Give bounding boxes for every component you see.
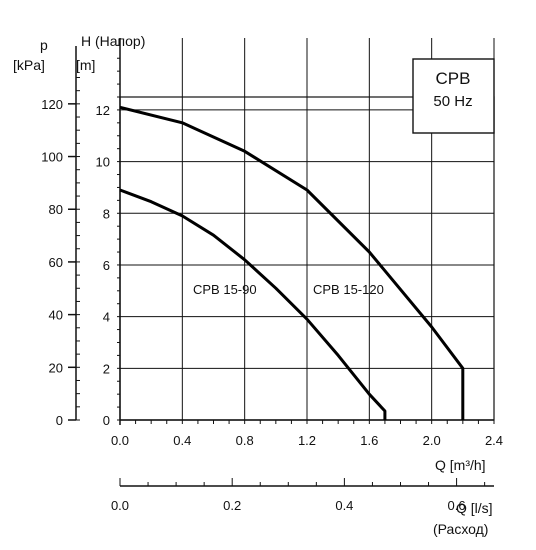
labels: p [kPa] H (Напор) [m] Q [m³/h] Q [l/s] (… — [13, 33, 503, 537]
y-tick-label: 4 — [103, 310, 110, 325]
x-tick-label: 0.4 — [173, 433, 191, 448]
x-tick-label: 1.6 — [360, 433, 378, 448]
x2-axis-label-2: (Расход) — [433, 521, 488, 537]
x-tick-label: 2.0 — [423, 433, 441, 448]
legend-box-frequency: 50 Hz — [433, 93, 472, 110]
grid-lines — [119, 38, 495, 421]
y-tick-label: 8 — [103, 206, 110, 221]
y-tick-label: 10 — [96, 155, 110, 170]
series-line-cpb-15-120 — [119, 105, 465, 420]
y2-tick-label: 20 — [49, 360, 63, 375]
x2-tick-label: 0.4 — [335, 498, 353, 513]
curves — [119, 105, 465, 420]
y-tick-label: 2 — [103, 361, 110, 376]
y2-axis-label: p — [40, 37, 48, 53]
y-tick-label: 6 — [103, 258, 110, 273]
x2-tick-label: 0.2 — [223, 498, 241, 513]
y-axis-label: H (Напор) — [81, 33, 145, 49]
y-tick-label: 0 — [103, 413, 110, 428]
y-axis-unit: [m] — [76, 57, 95, 73]
x2-tick-label: 0.0 — [111, 498, 129, 513]
legend-box-title: CPB — [436, 69, 471, 88]
x-axis-label: Q [m³/h] — [435, 457, 486, 473]
y2-tick-label: 60 — [49, 255, 63, 270]
series-label-cpb-15-90: CPB 15-90 — [193, 282, 257, 297]
y2-tick-label: 120 — [41, 97, 63, 112]
y2-tick-label: 100 — [41, 150, 63, 165]
y2-tick-label: 0 — [56, 413, 63, 428]
x-tick-label: 1.2 — [298, 433, 316, 448]
y2-tick-label: 80 — [49, 202, 63, 217]
x2-axis-label: Q [l/s] — [456, 500, 493, 516]
x-tick-label: 2.4 — [485, 433, 503, 448]
y2-axis-unit: [kPa] — [13, 57, 45, 73]
x-tick-label: 0.8 — [236, 433, 254, 448]
x-tick-label: 0.0 — [111, 433, 129, 448]
x2-tick-label: 0.6 — [448, 498, 466, 513]
axes — [68, 38, 495, 487]
y2-tick-label: 40 — [49, 308, 63, 323]
y-tick-label: 12 — [96, 103, 110, 118]
series-line-cpb-15-90 — [119, 188, 387, 420]
legend-box — [412, 58, 495, 134]
series-label-cpb-15-120: CPB 15-120 — [313, 282, 384, 297]
